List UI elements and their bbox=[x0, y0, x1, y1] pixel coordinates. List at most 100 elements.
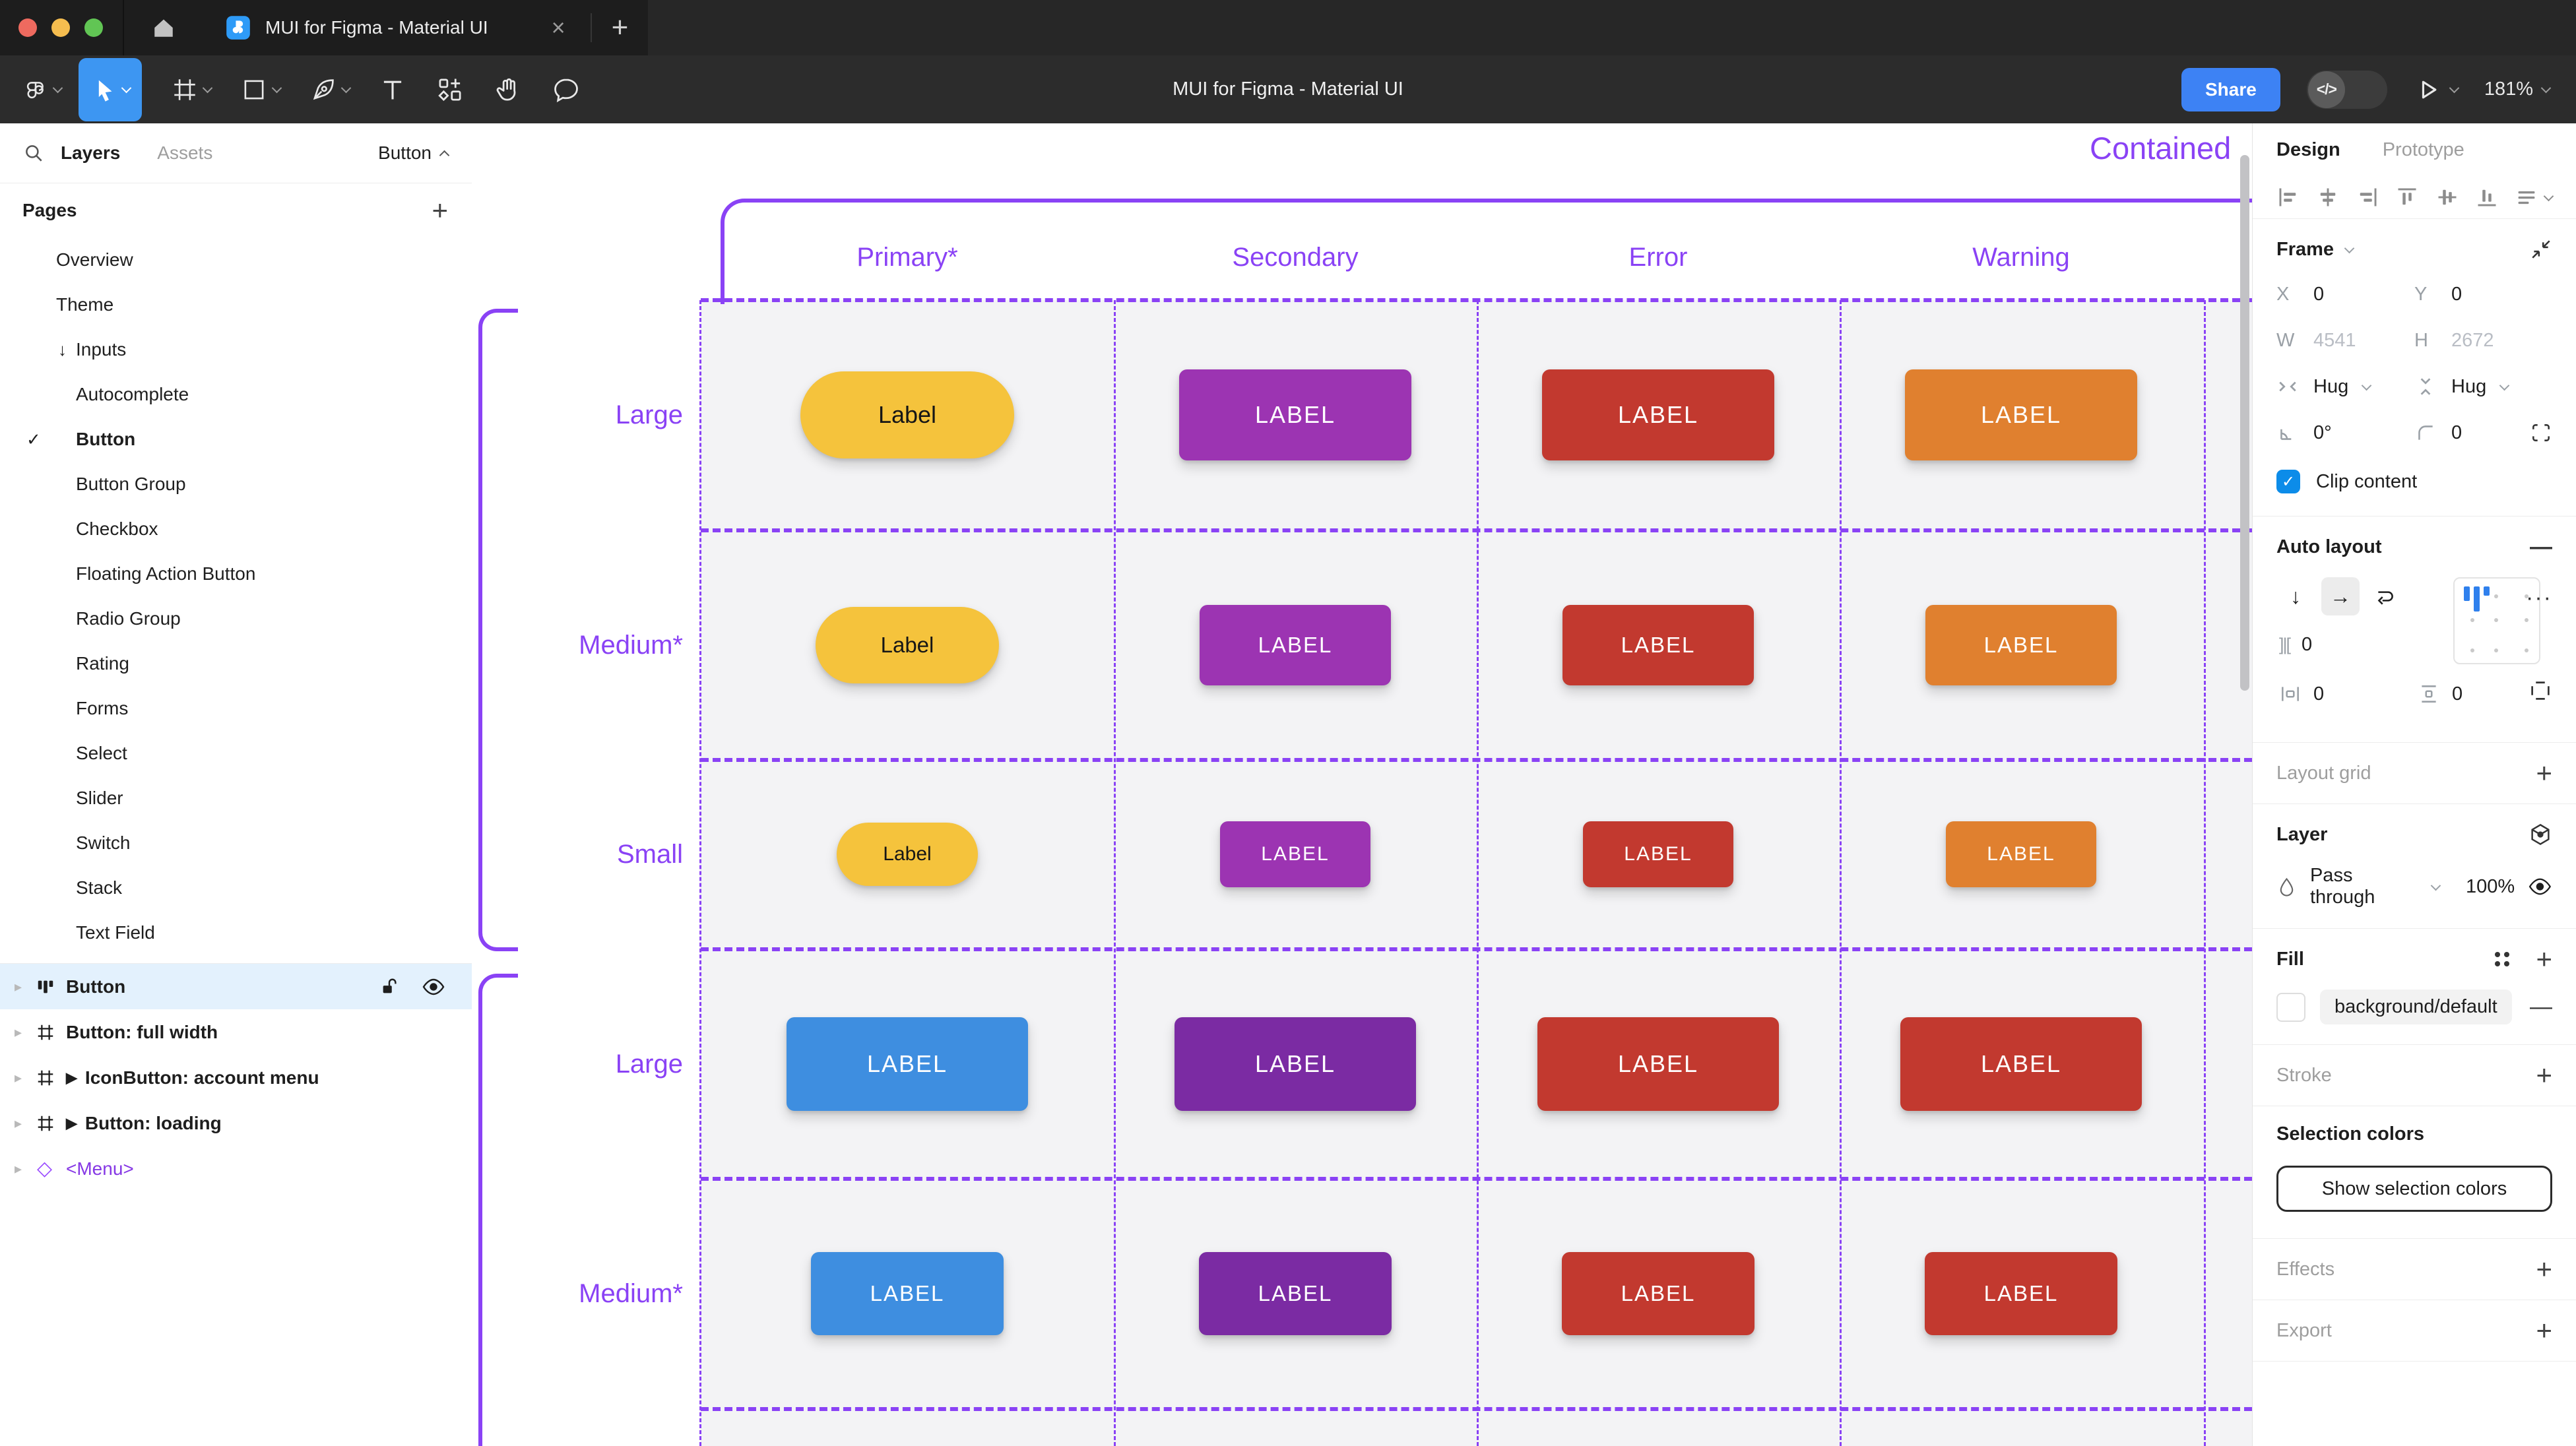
text-tool-button[interactable] bbox=[379, 76, 406, 104]
align-left-icon[interactable] bbox=[2276, 185, 2300, 209]
dev-mode-toggle[interactable]: </> bbox=[2306, 70, 2387, 109]
tab-prototype[interactable]: Prototype bbox=[2382, 139, 2464, 160]
add-effect-button[interactable]: + bbox=[2536, 1253, 2552, 1284]
direction-wrap-button[interactable] bbox=[2366, 577, 2404, 615]
hug-horizontal-select[interactable]: Hug bbox=[2313, 375, 2349, 397]
y-input[interactable]: 0 bbox=[2451, 283, 2463, 305]
contained-button-secondary-medium[interactable]: LABEL bbox=[1200, 605, 1391, 685]
page-item-button-group[interactable]: Button Group bbox=[0, 462, 472, 507]
page-item-theme[interactable]: Theme bbox=[0, 282, 472, 327]
page-item-slider[interactable]: Slider bbox=[0, 776, 472, 821]
contained-button-primary-large-alt[interactable]: LABEL bbox=[787, 1017, 1028, 1111]
visibility-icon[interactable] bbox=[422, 977, 445, 997]
contained-button-warning-medium-alt[interactable]: LABEL bbox=[1925, 1252, 2117, 1335]
tab-assets[interactable]: Assets bbox=[157, 142, 213, 163]
remove-fill-button[interactable]: — bbox=[2530, 994, 2552, 1019]
expand-chevron-icon[interactable]: ▸ bbox=[15, 1069, 22, 1086]
page-item-floating-action-button[interactable]: Floating Action Button bbox=[0, 551, 472, 596]
expand-chevron-icon[interactable]: ▸ bbox=[15, 1160, 22, 1177]
independent-corners-icon[interactable] bbox=[2530, 422, 2552, 444]
show-selection-colors-button[interactable]: Show selection colors bbox=[2276, 1166, 2552, 1212]
add-stroke-button[interactable]: + bbox=[2536, 1059, 2552, 1090]
search-icon[interactable] bbox=[22, 142, 45, 164]
move-tool-button[interactable] bbox=[79, 57, 142, 121]
layer-row-button[interactable]: ▸ Button bbox=[0, 964, 472, 1009]
shape-tool-button[interactable] bbox=[240, 76, 282, 104]
page-item-checkbox[interactable]: Checkbox bbox=[0, 507, 472, 551]
contained-button-error-medium-alt[interactable]: LABEL bbox=[1562, 1252, 1755, 1335]
page-item-switch[interactable]: Switch bbox=[0, 821, 472, 865]
page-item-forms[interactable]: Forms bbox=[0, 686, 472, 731]
close-tab-icon[interactable]: × bbox=[551, 14, 565, 41]
direction-down-button[interactable]: ↓ bbox=[2290, 584, 2301, 608]
resources-tool-button[interactable] bbox=[435, 75, 465, 104]
contained-button-secondary-large[interactable]: LABEL bbox=[1179, 369, 1411, 460]
tab-design[interactable]: Design bbox=[2276, 139, 2340, 160]
page-item-autocomplete[interactable]: Autocomplete bbox=[0, 372, 472, 417]
individual-padding-icon[interactable] bbox=[2528, 679, 2552, 703]
expand-chevron-icon[interactable]: ▸ bbox=[15, 1023, 22, 1040]
contained-button-primary-small[interactable]: Label bbox=[837, 823, 978, 886]
align-right-icon[interactable] bbox=[2356, 185, 2379, 209]
rotation-input[interactable]: 0° bbox=[2313, 422, 2332, 443]
tab-layers[interactable]: Layers bbox=[61, 142, 121, 163]
fill-style-chip[interactable]: background/default bbox=[2320, 990, 2512, 1024]
expand-chevron-icon[interactable]: ▸ bbox=[15, 1114, 22, 1131]
canvas-scrollbar[interactable] bbox=[2240, 155, 2249, 691]
width-input[interactable]: 4541 bbox=[2313, 329, 2356, 351]
contained-button-error-medium[interactable]: LABEL bbox=[1562, 605, 1754, 685]
contained-button-primary-medium-alt[interactable]: LABEL bbox=[811, 1252, 1004, 1335]
expand-chevron-icon[interactable]: ▸ bbox=[15, 978, 22, 995]
page-item-inputs[interactable]: ↓ Inputs bbox=[0, 327, 472, 372]
new-tab-button[interactable]: + bbox=[611, 11, 629, 44]
home-tab[interactable] bbox=[123, 0, 203, 55]
blend-mode-icon[interactable] bbox=[2528, 823, 2552, 846]
auto-layout-more-button[interactable]: ··· bbox=[2526, 585, 2552, 610]
contained-button-warning-large[interactable]: LABEL bbox=[1905, 369, 2137, 460]
collapse-arrow-icon[interactable]: ↓ bbox=[58, 339, 67, 360]
gap-input[interactable]: 0 bbox=[2302, 634, 2313, 655]
contained-button-warning-large-alt[interactable]: LABEL bbox=[1900, 1017, 2142, 1111]
page-item-button[interactable]: ✓ Button bbox=[0, 417, 472, 462]
add-page-button[interactable]: + bbox=[432, 195, 448, 226]
hand-tool-button[interactable] bbox=[494, 75, 523, 104]
height-input[interactable]: 2672 bbox=[2451, 329, 2494, 351]
contained-button-warning-small[interactable]: LABEL bbox=[1946, 821, 2096, 887]
distribute-menu[interactable] bbox=[2515, 185, 2554, 209]
vertical-padding-input[interactable]: 0 bbox=[2452, 683, 2463, 705]
layer-row-button-full-width[interactable]: ▸ Button: full width bbox=[0, 1009, 472, 1055]
remove-auto-layout-button[interactable]: — bbox=[2530, 534, 2552, 559]
align-bottom-icon[interactable] bbox=[2475, 185, 2499, 209]
close-window-icon[interactable] bbox=[18, 18, 37, 37]
align-horizontal-center-icon[interactable] bbox=[2316, 185, 2340, 209]
contained-button-primary-medium[interactable]: Label bbox=[816, 607, 999, 683]
zoom-menu[interactable]: 181% bbox=[2484, 79, 2552, 100]
collapse-icon[interactable] bbox=[2530, 238, 2552, 261]
main-menu-button[interactable] bbox=[22, 77, 63, 103]
fill-color-swatch[interactable] bbox=[2276, 992, 2305, 1022]
add-fill-button[interactable]: + bbox=[2536, 943, 2552, 974]
align-vertical-center-icon[interactable] bbox=[2435, 185, 2459, 209]
share-button[interactable]: Share bbox=[2181, 67, 2280, 111]
file-tab[interactable]: MUI for Figma - Material UI × bbox=[203, 0, 591, 55]
contained-button-primary-large[interactable]: Label bbox=[800, 371, 1014, 458]
page-item-stack[interactable]: Stack bbox=[0, 865, 472, 910]
add-export-button[interactable]: + bbox=[2536, 1315, 2552, 1346]
comment-tool-button[interactable] bbox=[552, 75, 581, 104]
contained-button-secondary-small[interactable]: LABEL bbox=[1220, 821, 1370, 887]
contained-button-error-small[interactable]: LABEL bbox=[1583, 821, 1733, 887]
x-input[interactable]: 0 bbox=[2313, 283, 2325, 305]
horizontal-padding-input[interactable]: 0 bbox=[2313, 683, 2325, 705]
fill-styles-icon[interactable] bbox=[2495, 952, 2510, 966]
canvas[interactable]: Contained Primary* Secondary Error Warni… bbox=[472, 123, 2252, 1446]
unlock-icon[interactable] bbox=[379, 977, 399, 997]
contained-button-secondary-medium-alt[interactable]: LABEL bbox=[1199, 1252, 1392, 1335]
page-item-select[interactable]: Select bbox=[0, 731, 472, 776]
contained-button-warning-medium[interactable]: LABEL bbox=[1925, 605, 2117, 685]
align-top-icon[interactable] bbox=[2395, 185, 2419, 209]
layer-row-menu[interactable]: ▸ ◇ <Menu> bbox=[0, 1146, 472, 1191]
direction-right-button[interactable]: → bbox=[2321, 577, 2360, 615]
clip-content-checkbox[interactable]: ✓ bbox=[2276, 470, 2300, 493]
frame-section-title[interactable]: Frame bbox=[2276, 238, 2334, 260]
contained-button-error-large-alt[interactable]: LABEL bbox=[1537, 1017, 1779, 1111]
